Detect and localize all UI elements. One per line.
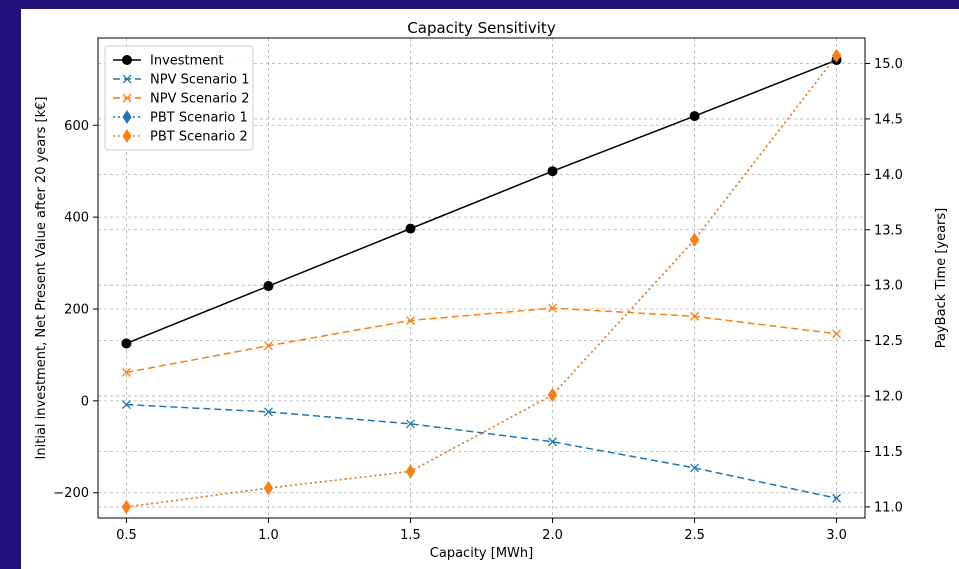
data-point (548, 303, 557, 313)
series-line (126, 55, 838, 508)
data-point (831, 48, 842, 63)
data-point (689, 232, 700, 247)
series-investment (121, 55, 842, 349)
legend-swatch-marker (122, 74, 132, 84)
data-point (406, 419, 415, 429)
x-marker-stroke (548, 303, 557, 313)
series-line (126, 403, 837, 499)
legend: Investment NPV Scenario 1 NPV Scenario 2 PB… (104, 45, 254, 151)
data-point (405, 464, 416, 479)
series-npv-scenario-2 (121, 303, 842, 377)
y-right-tick-label: 11.5 (874, 445, 903, 460)
data-point (832, 493, 842, 503)
x-marker-stroke (406, 316, 415, 325)
data-point (547, 388, 558, 402)
data-point (263, 481, 274, 495)
y-right-tick-label: 13.5 (874, 223, 903, 238)
x-marker-stroke (406, 419, 415, 429)
x-marker-stroke (122, 93, 132, 103)
data-point (263, 341, 273, 351)
series-line (126, 307, 837, 374)
legend-item: NPV Scenario 1 (113, 73, 250, 88)
tick-layer: 0.5 1.0 1.5 2.0 2.5 3.0 −200 0 200 400 600 11.0 11.5… (53, 57, 903, 543)
legend-swatch-marker (122, 129, 132, 143)
chart-svg: 0.5 1.0 1.5 2.0 2.5 3.0 −200 0 200 400 600 11.0 11.5… (34, 19, 949, 561)
x-marker-stroke (263, 407, 273, 417)
x-marker-stroke (690, 311, 700, 321)
data-point (832, 329, 842, 339)
y-right-tick-label: 12.5 (874, 334, 903, 349)
x-tick-label: 1.5 (400, 528, 421, 543)
legend-label: NPV Scenario 2 (150, 92, 250, 107)
y-left-tick-label: 0 (81, 394, 89, 409)
series-pbt-scenario-2 (121, 48, 842, 514)
y-axis-label-right: PayBack Time [years] (934, 208, 949, 348)
y-left-tick-label: −200 (53, 486, 89, 501)
x-marker-stroke (690, 463, 700, 473)
x-marker-stroke (832, 329, 842, 339)
x-tick-label: 0.5 (116, 528, 137, 543)
x-tick-label: 3.0 (826, 528, 847, 543)
legend-swatch-marker (122, 55, 132, 65)
x-marker-stroke (263, 341, 273, 351)
data-point (690, 463, 700, 473)
data-point (263, 407, 273, 417)
data-point (548, 437, 557, 447)
x-marker-stroke (832, 493, 842, 503)
data-point (406, 316, 415, 325)
chart-title: Capacity Sensitivity (407, 19, 556, 37)
legend-item: NPV Scenario 2 (113, 92, 250, 107)
y-right-tick-label: 14.5 (874, 112, 903, 127)
data-point (121, 400, 131, 410)
series-npv-scenario-1 (121, 400, 842, 503)
data-point (547, 166, 558, 177)
data-point (405, 223, 416, 234)
data-point (121, 500, 132, 514)
legend-item: PBT Scenario 1 (113, 110, 248, 126)
plot-border (97, 37, 866, 519)
legend-label: Investment (150, 54, 224, 69)
x-tick-label: 2.5 (684, 528, 705, 543)
y-right-tick-label: 11.0 (874, 500, 903, 515)
legend-box (104, 45, 254, 151)
y-left-tick-label: 200 (64, 303, 89, 318)
x-axis-label: Capacity [MWh] (430, 546, 533, 561)
legend-item: Investment (113, 54, 224, 69)
x-marker-stroke (122, 74, 132, 84)
y-left-tick-label: 400 (64, 211, 89, 226)
data-point (121, 367, 131, 377)
y-right-tick-label: 12.0 (874, 390, 903, 405)
legend-item: PBT Scenario 2 (113, 129, 248, 145)
x-marker-stroke (121, 400, 131, 410)
series-line (126, 59, 837, 345)
legend-label: PBT Scenario 1 (150, 111, 248, 126)
chart-frame: 0.5 1.0 1.5 2.0 2.5 3.0 −200 0 200 400 600 11.0 11.5… (21, 9, 959, 569)
data-point (689, 111, 700, 122)
legend-swatch-marker (122, 93, 132, 103)
legend-label: NPV Scenario 1 (150, 73, 250, 88)
y-right-tick-label: 13.0 (874, 279, 903, 294)
legend-label: PBT Scenario 2 (150, 130, 248, 145)
series-layer (121, 48, 842, 514)
y-left-tick-label: 600 (64, 119, 89, 134)
data-point (121, 338, 132, 349)
y-axis-label-left: Initial investment, Net Present Value af… (34, 97, 49, 460)
data-point (690, 311, 700, 321)
x-marker-stroke (121, 367, 131, 377)
y-right-tick-label: 15.0 (874, 57, 903, 72)
x-tick-label: 2.0 (542, 528, 563, 543)
y-right-tick-label: 14.0 (874, 168, 903, 183)
x-tick-label: 1.0 (258, 528, 279, 543)
legend-swatch-marker (122, 110, 132, 124)
x-marker-stroke (548, 437, 557, 447)
data-point (263, 281, 274, 292)
